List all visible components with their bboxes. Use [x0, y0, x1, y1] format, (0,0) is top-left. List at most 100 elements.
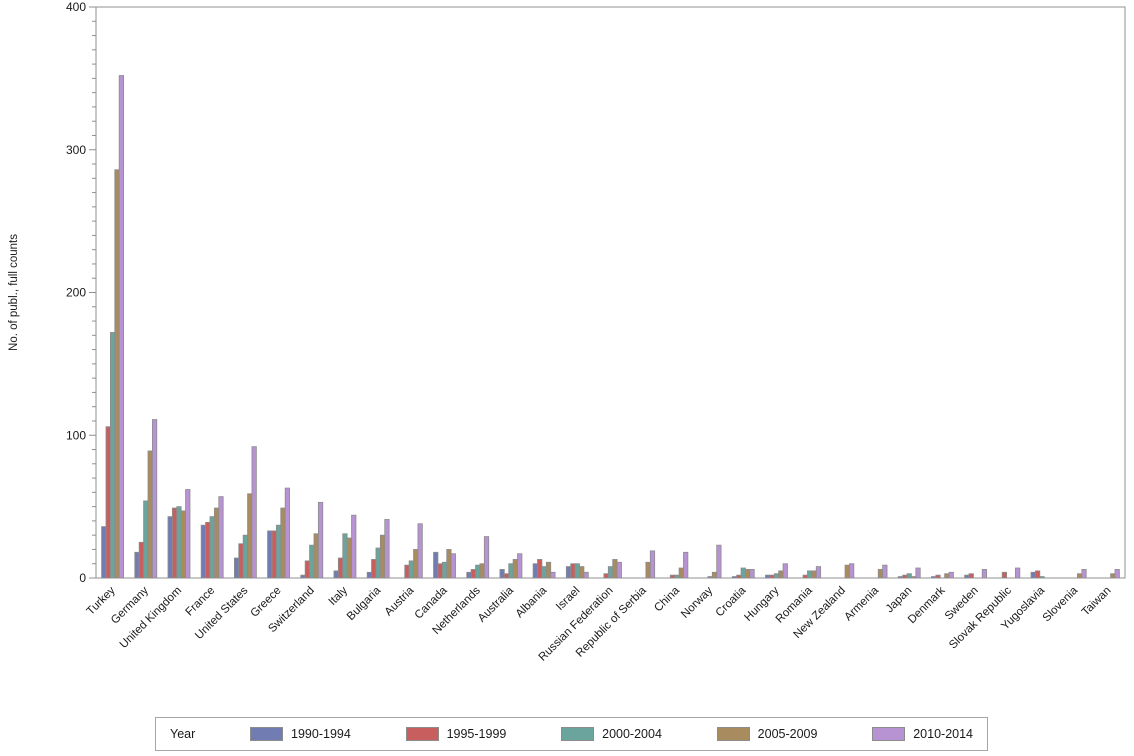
x-category-label: Turkey	[85, 584, 118, 617]
legend-label-1995-1999: 1995-1999	[446, 727, 507, 741]
bar-2005-2009	[280, 507, 286, 579]
y-tick-label: 400	[66, 0, 86, 14]
bar-1995-1999	[802, 574, 808, 579]
bar-1995-1999	[1035, 570, 1041, 579]
legend-entry-2010-2014: 2010-2014	[872, 727, 973, 741]
bar-2010-2014	[284, 487, 290, 579]
bar-1995-1999	[570, 563, 576, 579]
bar-2010-2014	[815, 566, 822, 579]
bar-2000-2004	[176, 506, 182, 579]
bar-1990-1994	[897, 576, 904, 579]
legend-entry-1990-1994: 1990-1994	[250, 727, 351, 741]
y-tick-label: 0	[79, 571, 86, 585]
bar-2005-2009	[512, 559, 518, 579]
bar-2000-2004	[607, 566, 614, 579]
bar-2000-2004	[574, 563, 580, 579]
bar-2010-2014	[483, 536, 490, 579]
bar-1995-1999	[371, 559, 377, 579]
bar-1990-1994	[101, 526, 107, 579]
bar-1995-1999	[304, 560, 310, 579]
legend-label-1990-1994: 1990-1994	[291, 727, 351, 741]
legend-swatch-1990-1994	[250, 727, 284, 741]
bar-2005-2009	[711, 571, 718, 579]
legend-label-2005-2009: 2005-2009	[757, 727, 818, 741]
bar-2000-2004	[674, 574, 680, 579]
x-category-label: Taiwan	[1080, 585, 1114, 619]
x-category-label: Italy	[327, 584, 351, 608]
bar-2005-2009	[180, 510, 186, 579]
bar-2000-2004	[275, 524, 282, 579]
bar-1995-1999	[404, 564, 410, 579]
bar-2010-2014	[317, 501, 324, 579]
bar-1990-1994	[333, 570, 339, 579]
legend-label-2000-2004: 2000-2004	[602, 727, 662, 741]
bar-1990-1994	[233, 557, 240, 579]
bar-2010-2014	[450, 553, 456, 579]
bar-2005-2009	[877, 569, 884, 579]
bar-2010-2014	[849, 563, 855, 579]
legend-label-2010-2014: 2010-2014	[913, 727, 973, 741]
x-category-label: United Kingdom	[118, 585, 184, 651]
bar-1990-1994	[931, 576, 937, 579]
bar-2000-2004	[143, 500, 149, 579]
bar-2000-2004	[342, 533, 348, 579]
bar-2010-2014	[384, 519, 390, 579]
bar-2005-2009	[446, 549, 452, 579]
bar-2010-2014	[882, 564, 888, 579]
bar-1990-1994	[964, 574, 970, 579]
bar-2010-2014	[151, 419, 158, 579]
y-tick-label: 200	[66, 286, 86, 300]
x-category-label: Denmark	[906, 584, 948, 626]
bar-1990-1994	[200, 524, 206, 579]
bar-2010-2014	[417, 523, 423, 579]
bar-2005-2009	[844, 564, 850, 579]
x-category-label: Albania	[514, 584, 550, 620]
x-category-label: Slovenia	[1041, 584, 1081, 624]
bar-1995-1999	[736, 574, 742, 579]
bar-2000-2004	[807, 570, 813, 579]
bar-2000-2004	[906, 573, 912, 579]
bar-2010-2014	[915, 567, 921, 579]
bar-1995-1999	[902, 574, 908, 579]
bar-2005-2009	[612, 559, 618, 579]
bar-1990-1994	[267, 530, 273, 579]
bar-2000-2004	[740, 567, 746, 579]
bar-1995-1999	[1001, 571, 1008, 579]
bar-1990-1994	[134, 551, 140, 579]
bar-2005-2009	[114, 169, 120, 579]
legend-swatch-2005-2009	[716, 727, 750, 741]
bar-1990-1994	[731, 576, 738, 579]
bar-2010-2014	[649, 550, 656, 579]
bar-2010-2014	[1081, 569, 1087, 579]
bar-2005-2009	[1110, 573, 1116, 579]
bar-2010-2014	[251, 446, 257, 579]
bar-2000-2004	[209, 516, 215, 579]
y-axis-title: No. of publ., full counts	[8, 234, 20, 351]
bar-1995-1999	[171, 507, 178, 579]
bar-1995-1999	[437, 563, 443, 579]
bar-2005-2009	[413, 549, 419, 579]
x-category-label: Bulgaria	[345, 584, 384, 623]
bar-2005-2009	[346, 537, 352, 579]
bar-1995-1999	[537, 559, 543, 579]
bar-2000-2004	[508, 563, 514, 579]
bar-1995-1999	[503, 573, 510, 579]
x-category-label: Israel	[554, 585, 582, 613]
bar-2005-2009	[811, 570, 817, 579]
bar-2005-2009	[213, 507, 220, 579]
legend-title: Year	[170, 727, 196, 741]
bar-1995-1999	[935, 574, 941, 579]
bar-1990-1994	[433, 551, 439, 579]
bar-2000-2004	[541, 566, 547, 579]
bar-2010-2014	[351, 514, 357, 579]
bar-2005-2009	[645, 561, 651, 579]
bar-2010-2014	[981, 569, 988, 579]
bar-1995-1999	[271, 530, 277, 579]
bar-2000-2004	[375, 547, 381, 579]
bar-1990-1994	[300, 574, 306, 579]
legend-entry-2005-2009: 2005-2009	[716, 727, 818, 741]
bar-2010-2014	[517, 553, 523, 579]
bar-2010-2014	[1114, 569, 1120, 579]
legend-swatch-2010-2014	[872, 727, 906, 741]
